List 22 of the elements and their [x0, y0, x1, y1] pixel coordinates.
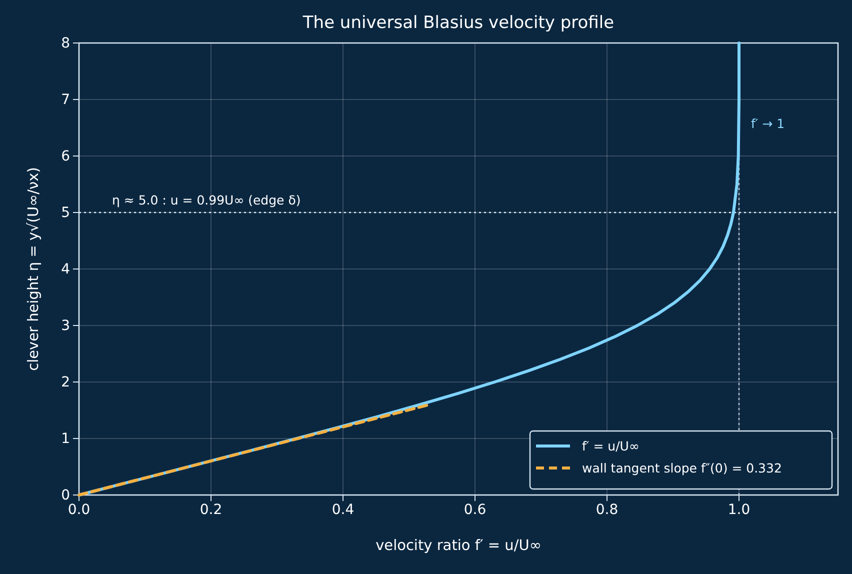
y-tick-label: 8	[61, 35, 70, 52]
y-tick-label: 7	[61, 92, 70, 108]
chart-title: The universal Blasius velocity profile	[302, 13, 614, 33]
annotation: η ≈ 5.0 : u = 0.99U∞ (edge δ)	[112, 192, 301, 208]
legend-label: wall tangent slope f″(0) = 0.332	[582, 460, 782, 476]
y-tick-label: 6	[61, 148, 70, 164]
x-axis-title: velocity ratio f′ = u/U∞	[376, 538, 542, 554]
annotation: f′ → 1	[751, 116, 785, 131]
x-tick-label: 1.0	[728, 502, 750, 518]
y-tick-label: 5	[61, 204, 70, 221]
x-tick-label: 0.4	[332, 502, 354, 518]
x-tick-label: 0.6	[464, 502, 486, 518]
y-tick-label: 1	[61, 430, 70, 447]
y-axis-title: clever height η = y√(U∞/νx)	[26, 167, 42, 371]
y-tick-label: 3	[61, 318, 70, 334]
y-tick-label: 2	[61, 374, 70, 390]
x-tick-label: 0.8	[596, 502, 618, 518]
y-tick-label: 4	[61, 261, 70, 278]
x-tick-label: 0.2	[200, 502, 222, 518]
x-tick-label: 0.0	[68, 502, 90, 518]
legend-label: f′ = u/U∞	[582, 438, 640, 454]
y-tick-label: 0	[61, 487, 70, 504]
